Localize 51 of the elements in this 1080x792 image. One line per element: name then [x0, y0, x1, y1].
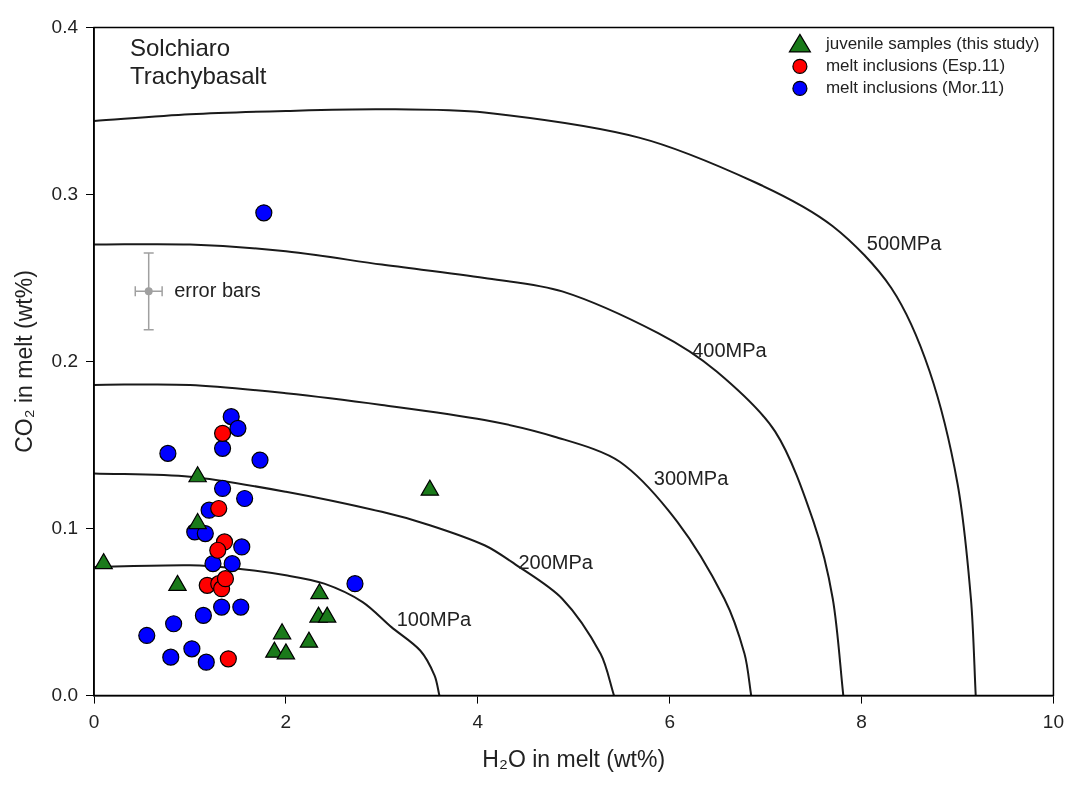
x-tick-label: 8: [856, 711, 867, 733]
x-axis-title: H₂O in melt (wt%): [482, 745, 666, 772]
x-tick-label: 4: [472, 711, 484, 733]
point: [196, 524, 214, 543]
series-label: 100MPa: [396, 607, 473, 630]
point: [255, 204, 273, 222]
annotation: error bars: [174, 278, 261, 301]
point: [213, 439, 232, 457]
point: [210, 499, 228, 518]
point: [213, 598, 231, 616]
point: [138, 626, 156, 645]
line-series: [94, 108, 977, 696]
point: [162, 648, 180, 666]
series-label: 300MPa: [653, 467, 730, 490]
point: [346, 575, 364, 593]
series-label: 200MPa: [518, 550, 594, 573]
point: [197, 653, 215, 671]
y-axis-title: CO₂ in melt (wt%): [11, 270, 38, 453]
x-tick-label: 6: [664, 711, 675, 733]
x-tick-label: 10: [1042, 711, 1064, 733]
y-tick-label: 0.0: [51, 683, 79, 705]
y-tick-label: 0.1: [51, 516, 79, 538]
legend-label: juvenile samples (this study): [824, 34, 1040, 54]
y-tick-label: 0.3: [51, 182, 79, 204]
y-tick-label: 0.4: [51, 15, 79, 37]
point: [159, 444, 177, 462]
x-tick-label: 2: [280, 711, 292, 733]
point: [232, 598, 250, 616]
x-tick-label: 0: [88, 711, 100, 733]
text: Solchiaro Trachybasalt: [130, 34, 267, 90]
point: [213, 424, 232, 442]
point: [165, 615, 183, 633]
point: [223, 555, 241, 573]
point: [251, 451, 269, 469]
point: [236, 489, 254, 508]
point: [219, 650, 237, 668]
legend-label: melt inclusions (Esp.11): [825, 56, 1006, 76]
y-tick-label: 0.2: [51, 349, 79, 371]
point: [233, 538, 251, 556]
point: [229, 419, 247, 437]
line-series: [94, 243, 845, 696]
line-series: [94, 383, 753, 696]
series-label: 500MPa: [866, 231, 943, 254]
point: [194, 606, 212, 625]
point: [209, 541, 227, 559]
point: [183, 640, 201, 658]
legend-label: melt inclusions (Mor.11): [825, 78, 1005, 98]
point: [204, 555, 222, 573]
point: [213, 479, 232, 498]
point: [216, 570, 235, 588]
series-label: 400MPa: [692, 338, 768, 361]
